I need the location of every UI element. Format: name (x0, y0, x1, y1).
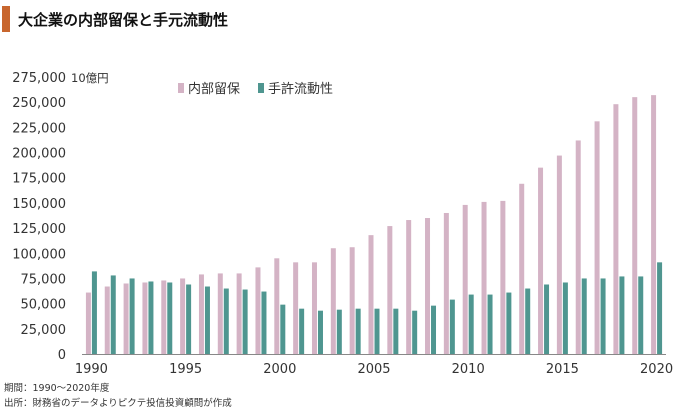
bar-liquidity (91, 271, 97, 354)
bar-liquidity (657, 262, 663, 354)
bar-retained-earnings (330, 248, 336, 354)
bar-retained-earnings (594, 121, 600, 354)
bar-retained-earnings (387, 226, 393, 354)
legend-retained-earnings-label: 内部留保 (188, 81, 240, 97)
bar-retained-earnings (368, 235, 374, 354)
bar-liquidity (242, 289, 248, 354)
title-accent-bar (2, 6, 10, 32)
bar-liquidity (167, 282, 173, 354)
bar-retained-earnings (198, 274, 204, 354)
bar-retained-earnings (293, 262, 299, 354)
y-tick-label: 275,000 (12, 71, 66, 86)
footer-source: 出所：財務省のデータよりピクテ投信投資顧問が作成 (4, 398, 232, 409)
bar-liquidity (544, 284, 550, 354)
bar-retained-earnings (255, 267, 261, 354)
bar-liquidity (506, 292, 512, 354)
chart-title: 大企業の内部留保と手元流動性 (18, 10, 229, 29)
legend-retained-earnings-swatch (178, 83, 184, 93)
bar-liquidity (393, 308, 399, 354)
bar-retained-earnings (217, 273, 223, 354)
bar-liquidity (148, 281, 154, 354)
bar-liquidity (581, 278, 587, 354)
bar-retained-earnings (104, 286, 110, 354)
y-tick-label: 100,000 (12, 247, 66, 262)
bar-liquidity (600, 278, 606, 354)
legend-liquidity-label: 手許流動性 (268, 82, 333, 97)
x-tick-label: 2005 (357, 362, 390, 376)
bar-retained-earnings (142, 282, 148, 354)
bar-liquidity (110, 275, 116, 354)
x-tick-label: 2000 (263, 362, 296, 376)
bar-liquidity (487, 294, 493, 354)
bar-retained-earnings (311, 262, 317, 354)
bar-retained-earnings (613, 104, 619, 354)
bar-liquidity (223, 288, 229, 354)
y-tick-label: 150,000 (12, 197, 66, 212)
y-tick-label: 175,000 (12, 172, 66, 187)
bar-retained-earnings (575, 140, 581, 354)
bar-retained-earnings (274, 258, 280, 354)
y-tick-label: 50,000 (21, 298, 67, 313)
chart-title-block: 大企業の内部留保と手元流動性 (2, 6, 228, 32)
bar-liquidity (638, 276, 644, 354)
bar-liquidity (280, 304, 286, 354)
bar-retained-earnings (538, 167, 544, 354)
bar-retained-earnings (236, 273, 242, 354)
bar-retained-earnings (462, 204, 468, 354)
bar-retained-earnings (443, 212, 449, 354)
x-tick-label: 2020 (640, 362, 673, 376)
footer-period: 期間：1990～2020年度 (4, 383, 110, 394)
bar-liquidity (355, 308, 361, 354)
bar-retained-earnings (180, 278, 186, 354)
bar-liquidity (186, 284, 192, 354)
bar-liquidity (449, 299, 455, 354)
bar-retained-earnings (556, 155, 562, 354)
bar-retained-earnings (406, 220, 412, 354)
bar-liquidity (261, 291, 267, 354)
x-tick-label: 1990 (75, 362, 108, 376)
bar-liquidity (562, 282, 568, 354)
y-tick-label: 0 (58, 348, 66, 363)
x-tick-label: 2015 (546, 362, 579, 376)
bar-retained-earnings (85, 292, 91, 354)
y-unit-label: 10億円 (71, 71, 109, 85)
legend-liquidity-swatch (258, 83, 264, 93)
bar-liquidity (336, 309, 342, 354)
bar-liquidity (129, 278, 135, 354)
bar-retained-earnings (500, 200, 506, 354)
bar-retained-earnings (651, 95, 657, 354)
y-tick-label: 200,000 (12, 147, 66, 162)
y-tick-label: 250,000 (12, 96, 66, 111)
y-tick-label: 75,000 (21, 272, 67, 287)
y-tick-label: 125,000 (12, 222, 66, 237)
bar-liquidity (468, 294, 474, 354)
y-tick-label: 225,000 (12, 121, 66, 136)
bar-retained-earnings (123, 283, 129, 354)
x-tick-label: 2010 (452, 362, 485, 376)
bar-retained-earnings (519, 183, 525, 354)
bar-retained-earnings (161, 280, 167, 354)
bar-liquidity (412, 310, 418, 354)
bar-liquidity (374, 308, 380, 354)
bar-retained-earnings (632, 97, 638, 355)
bar-retained-earnings (349, 247, 355, 354)
y-tick-label: 25,000 (21, 323, 67, 338)
bar-chart: 0 25,000 50,000 75,000 100,000 125,000 150,000… (12, 71, 673, 376)
bar-liquidity (431, 305, 437, 354)
bar-liquidity (299, 308, 305, 354)
bar-retained-earnings (481, 201, 487, 354)
bar-liquidity (619, 276, 625, 354)
x-tick-label: 1995 (169, 362, 202, 376)
bar-liquidity (317, 310, 323, 354)
bar-liquidity (525, 288, 531, 354)
bar-retained-earnings (425, 218, 431, 354)
bar-liquidity (204, 286, 210, 354)
